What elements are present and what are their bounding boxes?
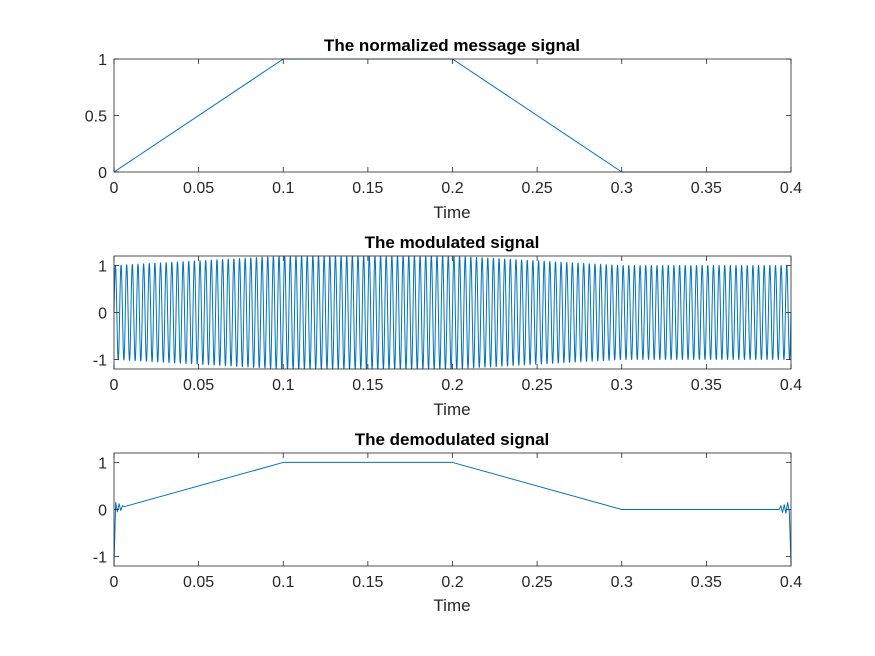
x-tick-label: 0.05 xyxy=(183,180,214,197)
x-tick-label: 0.25 xyxy=(522,180,553,197)
x-axis-label: Time xyxy=(433,596,470,615)
x-tick-label: 0.2 xyxy=(441,574,463,591)
y-tick-label: 0 xyxy=(98,503,107,520)
x-tick-label: 0.25 xyxy=(522,574,553,591)
x-tick-label: 0.15 xyxy=(352,377,383,394)
x-tick-label: 0.4 xyxy=(780,574,802,591)
x-tick-label: 0.05 xyxy=(183,574,214,591)
x-tick-label: 0.35 xyxy=(691,180,722,197)
subplot-title: The modulated signal xyxy=(365,233,540,252)
series-line xyxy=(113,461,792,564)
x-tick-label: 0.3 xyxy=(611,377,633,394)
subplot-title: The normalized message signal xyxy=(324,36,580,55)
x-axis-label: Time xyxy=(433,203,470,222)
x-tick-label: 0.35 xyxy=(691,574,722,591)
x-tick-label: 0.1 xyxy=(272,180,294,197)
y-tick-label: 0.5 xyxy=(85,109,107,126)
x-tick-label: 0.4 xyxy=(780,180,802,197)
y-tick-label: -1 xyxy=(93,550,107,567)
axes-frame xyxy=(113,255,792,370)
x-axis-label: Time xyxy=(433,400,470,419)
x-tick-label: 0 xyxy=(110,574,119,591)
x-tick-label: 0.25 xyxy=(522,377,553,394)
y-tick-label: 1 xyxy=(98,455,107,472)
y-tick-label: -1 xyxy=(93,353,107,370)
x-tick-label: 0.1 xyxy=(272,377,294,394)
x-tick-label: 0.2 xyxy=(441,180,463,197)
x-tick-label: 0.3 xyxy=(611,574,633,591)
x-tick-label: 0.3 xyxy=(611,180,633,197)
x-tick-label: 0.05 xyxy=(183,377,214,394)
series-line xyxy=(113,255,792,370)
y-tick-label: 0 xyxy=(98,165,107,182)
y-tick-label: 0 xyxy=(98,306,107,323)
x-tick-label: 0 xyxy=(110,180,119,197)
x-tick-label: 0.35 xyxy=(691,377,722,394)
x-tick-label: 0.15 xyxy=(352,574,383,591)
x-tick-label: 0.1 xyxy=(272,574,294,591)
subplot-title: The demodulated signal xyxy=(355,430,550,449)
subplot-normalized-message-signal: The normalized message signal 0 0.05 0.1 0.… xyxy=(85,36,802,222)
subplot-demodulated-signal: The demodulated signal 0 0.05 0.1 0.15 0.2 0.… xyxy=(93,430,802,615)
y-tick-label: 1 xyxy=(98,52,107,69)
x-tick-label: 0.15 xyxy=(352,180,383,197)
x-tick-label: 0 xyxy=(110,377,119,394)
x-tick-label: 0.4 xyxy=(780,377,802,394)
axes-frame xyxy=(113,58,792,173)
x-tick-label: 0.2 xyxy=(441,377,463,394)
series-line xyxy=(113,58,791,173)
subplot-modulated-signal: The modulated signal 0 0.05 0.1 0.15 0.2 0.25… xyxy=(93,233,802,419)
axes-frame xyxy=(113,452,792,567)
y-tick-label: 1 xyxy=(98,258,107,275)
